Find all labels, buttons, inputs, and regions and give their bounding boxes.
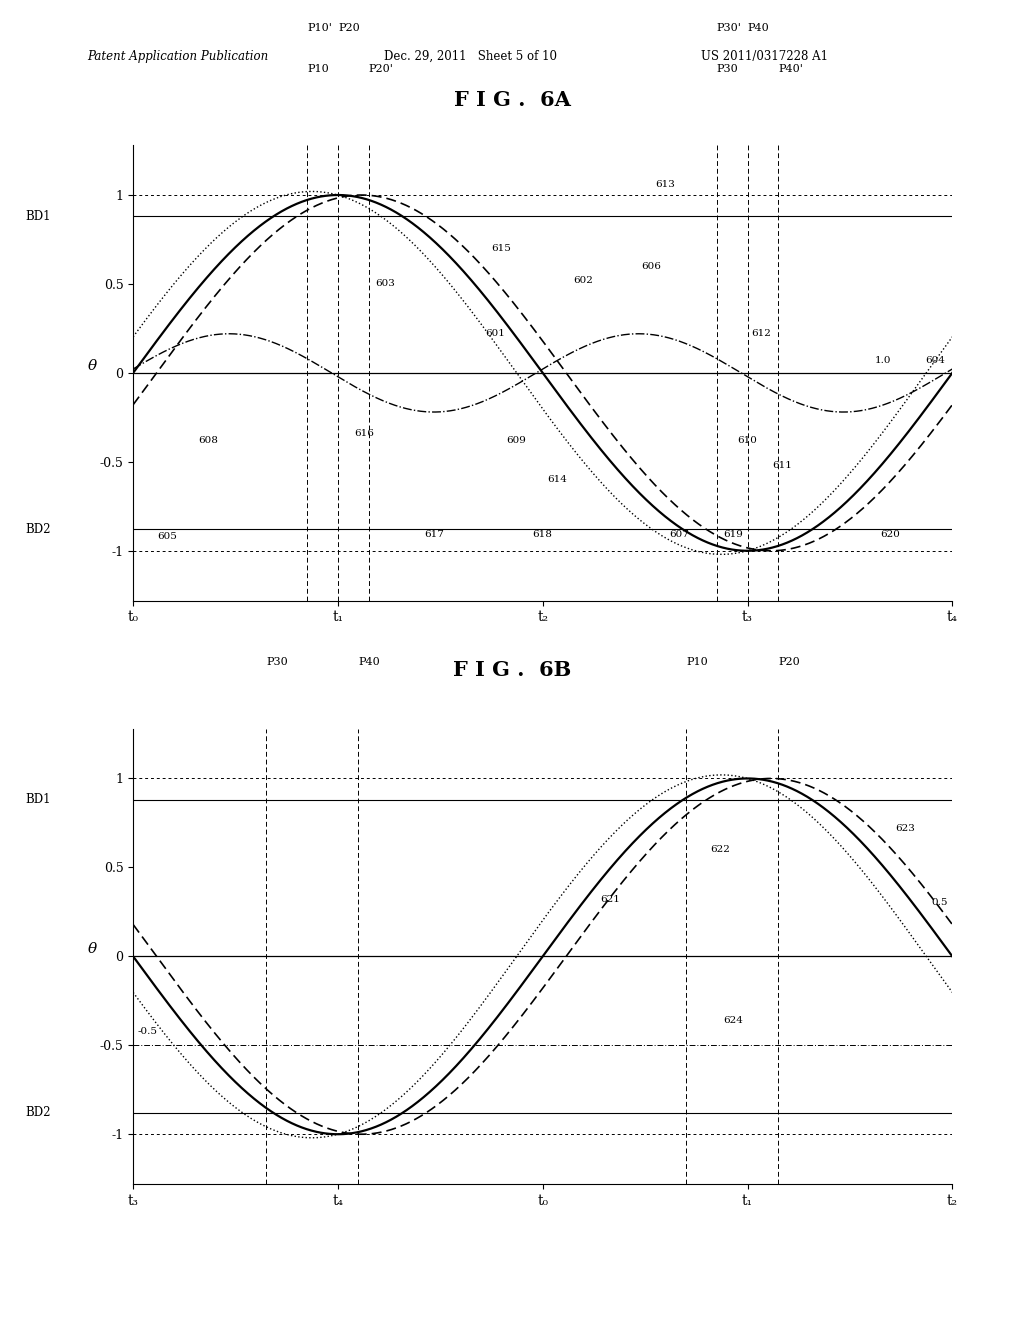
Text: 610: 610 — [737, 436, 757, 445]
Text: 617: 617 — [424, 531, 443, 540]
Text: 607: 607 — [670, 531, 689, 540]
Text: Dec. 29, 2011   Sheet 5 of 10: Dec. 29, 2011 Sheet 5 of 10 — [384, 50, 557, 63]
Text: BD2: BD2 — [26, 1106, 51, 1119]
Y-axis label: θ: θ — [88, 359, 97, 372]
Text: BD1: BD1 — [26, 210, 51, 223]
Text: P30: P30 — [266, 657, 288, 667]
Text: P20: P20 — [338, 24, 359, 33]
Text: 619: 619 — [723, 531, 742, 540]
Text: 1.0: 1.0 — [874, 356, 891, 364]
Y-axis label: θ: θ — [88, 942, 97, 956]
Text: 614: 614 — [547, 475, 566, 484]
Text: P40: P40 — [358, 657, 380, 667]
Text: 623: 623 — [895, 824, 914, 833]
Text: 609: 609 — [506, 436, 525, 445]
Text: P40': P40' — [778, 65, 803, 74]
Text: P30': P30' — [717, 24, 741, 33]
Text: P10: P10 — [307, 65, 329, 74]
Text: 624: 624 — [723, 1016, 742, 1024]
Text: F I G .  6B: F I G . 6B — [453, 660, 571, 680]
Text: P10: P10 — [686, 657, 708, 667]
Text: Patent Application Publication: Patent Application Publication — [87, 50, 268, 63]
Text: -0.5: -0.5 — [137, 1027, 158, 1036]
Text: 615: 615 — [492, 244, 511, 253]
Text: P30: P30 — [717, 65, 738, 74]
Text: BD1: BD1 — [26, 793, 51, 807]
Text: 620: 620 — [881, 531, 900, 540]
Text: 618: 618 — [532, 531, 552, 540]
Text: 601: 601 — [485, 329, 505, 338]
Text: 611: 611 — [772, 461, 792, 470]
Text: P20': P20' — [369, 65, 393, 74]
Text: 0.5: 0.5 — [932, 899, 948, 907]
Text: 612: 612 — [752, 329, 771, 338]
Text: 613: 613 — [655, 180, 675, 189]
Text: BD2: BD2 — [26, 523, 51, 536]
Text: 602: 602 — [573, 276, 593, 285]
Text: 605: 605 — [158, 532, 177, 541]
Text: 616: 616 — [354, 429, 374, 438]
Text: US 2011/0317228 A1: US 2011/0317228 A1 — [701, 50, 828, 63]
Text: 622: 622 — [711, 845, 730, 854]
Text: P20: P20 — [778, 657, 800, 667]
Text: 604: 604 — [926, 356, 945, 364]
Text: P40: P40 — [748, 24, 769, 33]
Text: 608: 608 — [199, 436, 218, 445]
Text: 606: 606 — [641, 261, 660, 271]
Text: 621: 621 — [600, 895, 620, 904]
Text: P10': P10' — [307, 24, 332, 33]
Text: 603: 603 — [375, 280, 394, 289]
Text: F I G .  6A: F I G . 6A — [454, 90, 570, 110]
